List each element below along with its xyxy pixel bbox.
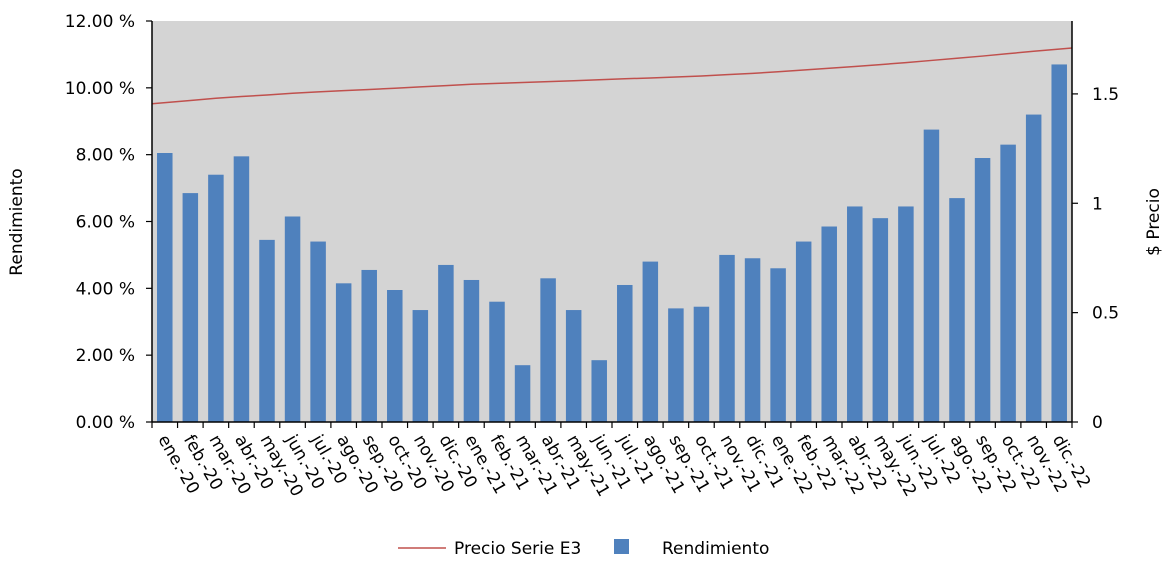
bar-sep.-22 [974,158,991,422]
bar-mar.-21 [514,365,531,422]
right-tick-label: 0.5 [1092,304,1119,324]
right-tick-label: 1 [1092,194,1103,214]
left-tick-label: 6.00 % [76,213,135,233]
bar-dic.-21 [744,258,761,422]
right-tick-label: 0 [1092,413,1103,433]
bar-mar.-22 [821,226,837,422]
bar-abr.-20 [233,156,250,422]
bar-jul.-22 [923,129,940,422]
bar-ene.-22 [770,268,786,422]
price-series-line [151,47,1073,105]
bar-ago.-22 [949,198,965,422]
bar-sep.-20 [361,269,377,422]
left-tick-label: 8.00 % [76,146,135,166]
bar-may.-21 [565,310,582,422]
bar-jul.-20 [310,241,326,422]
bar-may.-22 [872,218,889,422]
bar-oct.-21 [693,306,710,422]
bar-dic.-22 [1051,64,1067,422]
bar-abr.-22 [847,206,863,422]
bar-oct.-22 [1000,144,1016,422]
legend-box-swatch [614,539,629,554]
right-tick-label: 1.5 [1092,85,1119,105]
bars-layer [157,64,1067,422]
bar-ago.-20 [335,283,352,422]
plot-area [152,21,1072,422]
left-tick-label: 4.00 % [76,279,135,299]
axes-layer [146,20,1078,428]
left-tick-label: 0.00 % [76,413,135,433]
left-tick-label: 12.00 % [65,12,135,32]
left-tick-label: 10.00 % [65,79,135,99]
bar-oct.-20 [387,290,403,422]
legend-label-yield: Rendimiento [662,539,769,559]
bar-ago.-21 [642,261,659,422]
bar-ene.-20 [157,153,173,422]
legend: Precio Serie E3 Rendimiento [398,539,769,559]
bar-nov.-20 [412,310,429,422]
bar-abr.-21 [540,278,556,422]
right-axis-title: $ Precio [1144,188,1164,256]
legend-label-price: Precio Serie E3 [454,539,581,559]
bar-jun.-22 [898,206,914,422]
left-axis-title: Rendimiento [7,168,27,275]
bar-jun.-21 [591,360,607,422]
bar-nov.-21 [719,254,735,422]
bar-ene.-21 [463,279,480,422]
bar-dic.-20 [438,264,454,422]
bar-jul.-21 [617,284,633,422]
bar-sep.-21 [668,308,684,422]
bar-feb.-20 [182,193,199,422]
bar-may.-20 [259,239,275,422]
bar-feb.-22 [795,241,812,422]
bar-feb.-21 [489,301,505,422]
bar-nov.-22 [1025,114,1042,422]
left-tick-label: 2.00 % [76,346,135,366]
bar-mar.-20 [208,174,224,422]
bar-jun.-20 [284,216,301,422]
